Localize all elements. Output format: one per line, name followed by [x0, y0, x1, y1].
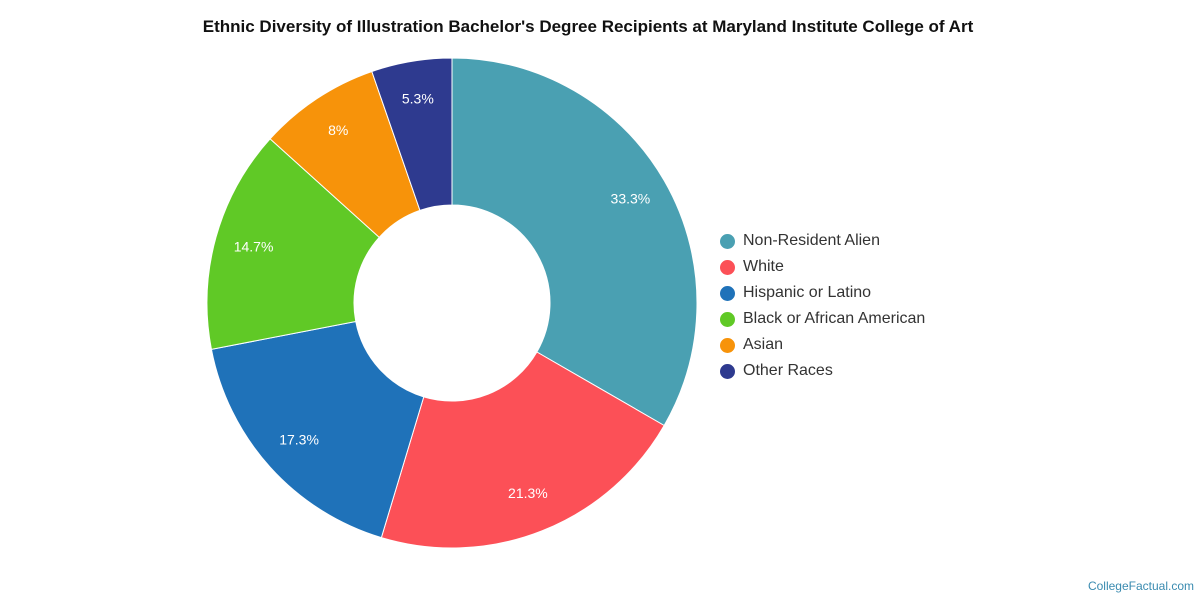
legend-item[interactable]: Black or African American: [720, 306, 925, 332]
legend-label: Black or African American: [743, 310, 926, 327]
legend-item[interactable]: Other Races: [720, 358, 925, 384]
legend-item[interactable]: Non-Resident Alien: [720, 228, 925, 254]
slice-other-races[interactable]: [371, 57, 453, 212]
slice-black-or-african-american[interactable]: [206, 138, 380, 350]
slice-value-label: 8%: [328, 122, 348, 138]
slice-non-resident-alien[interactable]: [451, 57, 698, 427]
slice-hispanic-or-latino[interactable]: [210, 320, 425, 539]
slice-white[interactable]: [380, 351, 665, 549]
legend-swatch: [720, 363, 735, 379]
legend-item[interactable]: Asian: [720, 332, 925, 358]
slice-value-label: 14.7%: [234, 238, 274, 254]
credit-link[interactable]: CollegeFactual.com: [1087, 579, 1194, 593]
chart-title: Ethnic Diversity of Illustration Bachelo…: [202, 17, 974, 36]
slice-value-label: 21.3%: [508, 485, 548, 501]
legend-label: Asian: [743, 336, 784, 353]
slice-value-label: 33.3%: [611, 191, 651, 207]
legend-swatch: [720, 337, 735, 353]
legend-swatch: [720, 259, 735, 275]
legend-swatch: [720, 311, 735, 327]
legend-label: Hispanic or Latino: [743, 284, 872, 301]
legend-swatch: [720, 285, 735, 301]
legend-label: Non-Resident Alien: [743, 232, 880, 249]
legend-item[interactable]: Hispanic or Latino: [720, 280, 925, 306]
slice-value-label: 5.3%: [402, 91, 434, 107]
legend-label: Other Races: [743, 362, 833, 379]
legend-swatch: [720, 233, 735, 249]
chart-legend: Non-Resident Alien White Hispanic or Latin…: [720, 228, 925, 384]
slice-value-label: 17.3%: [279, 432, 319, 448]
legend-label: White: [743, 258, 784, 275]
legend-item[interactable]: White: [720, 254, 925, 280]
